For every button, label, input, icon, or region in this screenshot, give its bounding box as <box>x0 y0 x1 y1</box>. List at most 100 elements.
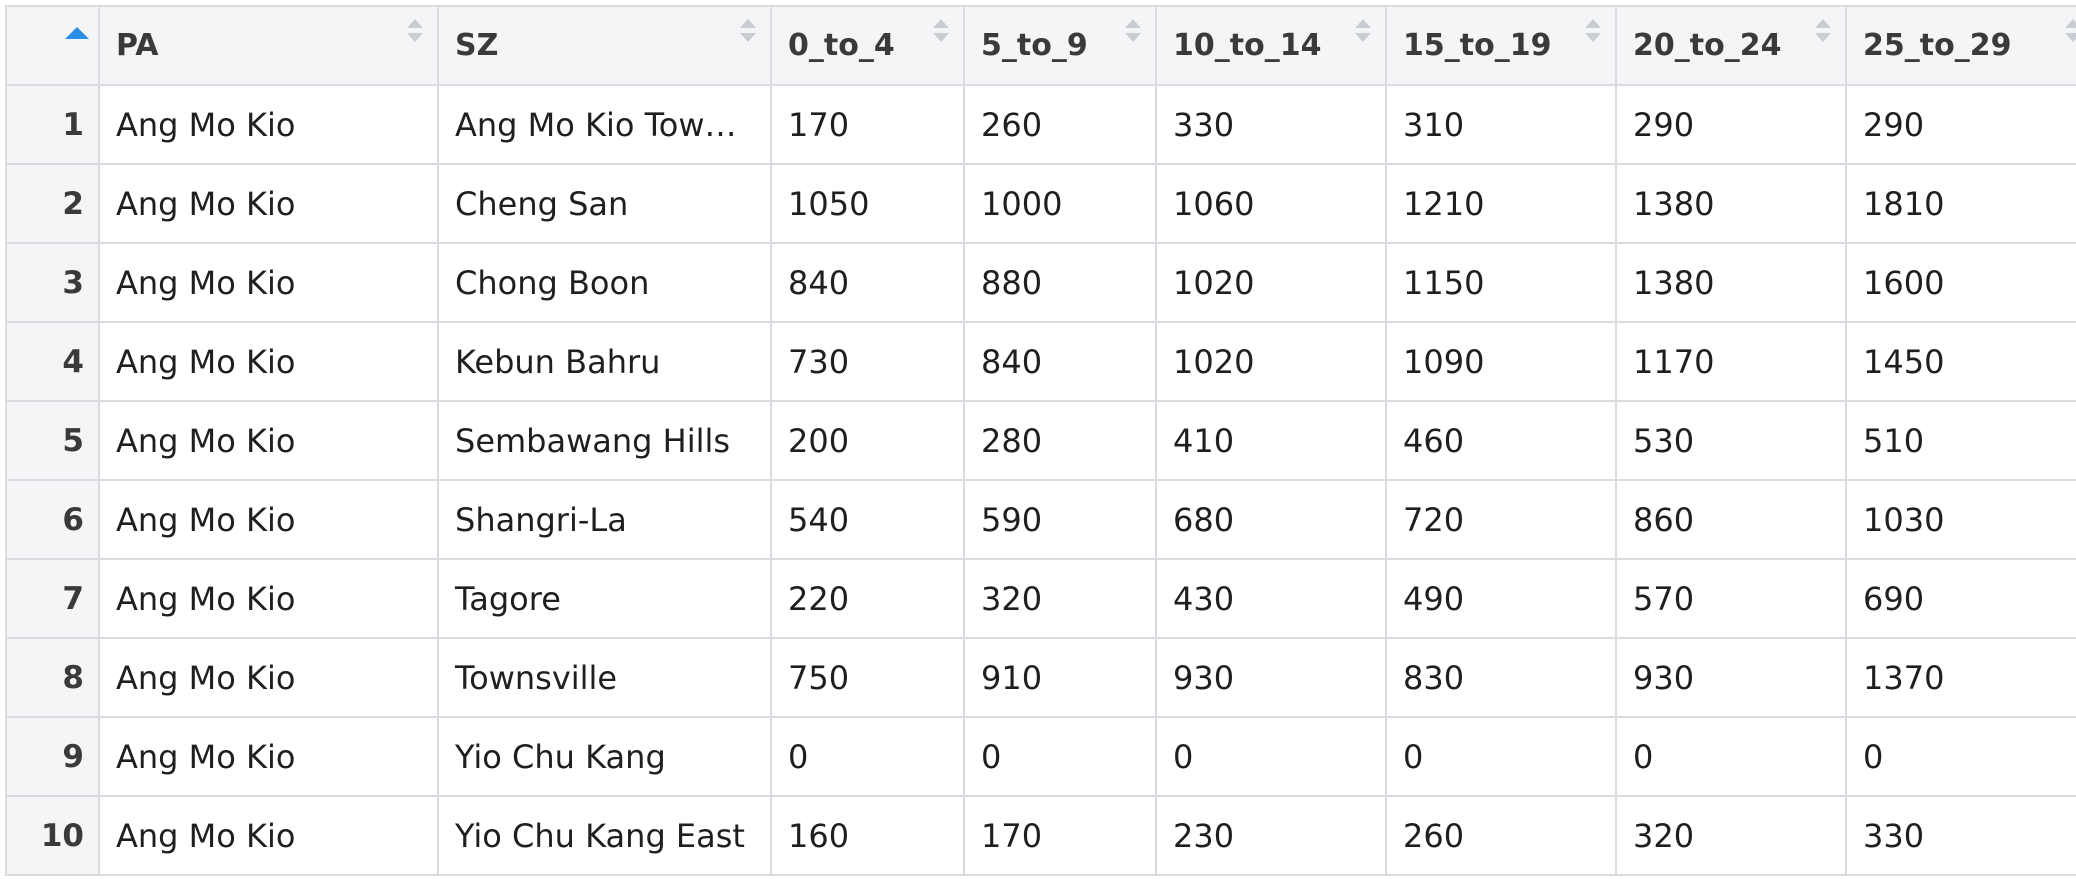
table-cell: 690 <box>1845 558 2076 639</box>
column-header-25-to-29[interactable]: 25_to_29 <box>1845 5 2076 86</box>
table-cell: Yio Chu Kang East <box>437 795 772 876</box>
table-cell: Ang Mo Kio <box>98 716 439 797</box>
column-header-label: 20_to_24 <box>1633 28 1782 63</box>
sort-arrows-icon <box>1815 19 1831 53</box>
table-cell: 1060 <box>1155 163 1387 244</box>
table-cell: 910 <box>963 637 1157 718</box>
table-cell: 830 <box>1385 637 1617 718</box>
table-cell: 530 <box>1615 400 1847 481</box>
sort-arrows-icon <box>933 19 949 53</box>
table-row: 2 Ang Mo Kio Cheng San 1050 1000 1060 12… <box>5 163 2076 244</box>
table-cell: 230 <box>1155 795 1387 876</box>
table-row: 9 Ang Mo Kio Yio Chu Kang 0 0 0 0 0 0 <box>5 716 2076 797</box>
table-cell: 1090 <box>1385 321 1617 402</box>
column-header-label: 5_to_9 <box>981 28 1088 63</box>
column-header-0-to-4[interactable]: 0_to_4 <box>770 5 965 86</box>
table-cell: 1170 <box>1615 321 1847 402</box>
table-cell: 0 <box>1385 716 1617 797</box>
row-number: 1 <box>5 84 100 165</box>
table-row: 8 Ang Mo Kio Townsville 750 910 930 830 … <box>5 637 2076 718</box>
table-cell: 1380 <box>1615 163 1847 244</box>
sort-ascending-icon <box>65 27 89 39</box>
column-header-10-to-14[interactable]: 10_to_14 <box>1155 5 1387 86</box>
table-cell: 680 <box>1155 479 1387 560</box>
table-cell: Ang Mo Kio <box>98 479 439 560</box>
sort-arrows-icon <box>1585 19 1601 53</box>
table-cell: 320 <box>1615 795 1847 876</box>
table-row: 10 Ang Mo Kio Yio Chu Kang East 160 170 … <box>5 795 2076 876</box>
table-cell: Ang Mo Kio <box>98 795 439 876</box>
table-cell: Ang Mo Kio <box>98 163 439 244</box>
row-number: 4 <box>5 321 100 402</box>
table-row: 5 Ang Mo Kio Sembawang Hills 200 280 410… <box>5 400 2076 481</box>
column-header-label: SZ <box>455 28 499 63</box>
row-number: 6 <box>5 479 100 560</box>
table-cell: 1380 <box>1615 242 1847 323</box>
table-cell: 1600 <box>1845 242 2076 323</box>
table-cell: Sembawang Hills <box>437 400 772 481</box>
column-header-label: 15_to_19 <box>1403 28 1552 63</box>
column-header-15-to-19[interactable]: 15_to_19 <box>1385 5 1617 86</box>
table-cell: 590 <box>963 479 1157 560</box>
table-cell: 730 <box>770 321 965 402</box>
table-row: 6 Ang Mo Kio Shangri-La 540 590 680 720 … <box>5 479 2076 560</box>
table-cell: 0 <box>1155 716 1387 797</box>
table-cell: 570 <box>1615 558 1847 639</box>
table-cell: 320 <box>963 558 1157 639</box>
table-cell: Townsville <box>437 637 772 718</box>
table-row: 4 Ang Mo Kio Kebun Bahru 730 840 1020 10… <box>5 321 2076 402</box>
table-row: 7 Ang Mo Kio Tagore 220 320 430 490 570 … <box>5 558 2076 639</box>
table-cell: Ang Mo Kio Town ... <box>437 84 772 165</box>
table-cell: 160 <box>770 795 965 876</box>
table-cell: 220 <box>770 558 965 639</box>
table-cell: 1050 <box>770 163 965 244</box>
table-cell: 510 <box>1845 400 2076 481</box>
table-cell: Ang Mo Kio <box>98 400 439 481</box>
table-cell: 840 <box>770 242 965 323</box>
table-cell: 0 <box>770 716 965 797</box>
table-cell: 1150 <box>1385 242 1617 323</box>
table-cell: 930 <box>1155 637 1387 718</box>
table-cell: 0 <box>1615 716 1847 797</box>
table-cell: 750 <box>770 637 965 718</box>
row-number: 7 <box>5 558 100 639</box>
table-cell: 0 <box>1845 716 2076 797</box>
column-header-sz[interactable]: SZ <box>437 5 772 86</box>
table-cell: 200 <box>770 400 965 481</box>
table-cell: 330 <box>1155 84 1387 165</box>
table-cell: 280 <box>963 400 1157 481</box>
table-cell: 880 <box>963 242 1157 323</box>
row-number: 3 <box>5 242 100 323</box>
table-cell: 330 <box>1845 795 2076 876</box>
column-header-5-to-9[interactable]: 5_to_9 <box>963 5 1157 86</box>
column-header-20-to-24[interactable]: 20_to_24 <box>1615 5 1847 86</box>
column-header-label: 0_to_4 <box>788 28 895 63</box>
header-row: PA SZ 0_to_4 5_to_9 10_to_14 <box>5 5 2076 86</box>
table-cell: 1810 <box>1845 163 2076 244</box>
table-cell: Shangri-La <box>437 479 772 560</box>
table-cell: Ang Mo Kio <box>98 242 439 323</box>
row-number: 2 <box>5 163 100 244</box>
table-cell: 430 <box>1155 558 1387 639</box>
table-cell: 1450 <box>1845 321 2076 402</box>
sort-arrows-icon <box>2065 19 2076 53</box>
table-cell: 260 <box>963 84 1157 165</box>
row-number: 8 <box>5 637 100 718</box>
table-cell: Chong Boon <box>437 242 772 323</box>
table-cell: Kebun Bahru <box>437 321 772 402</box>
table-cell: 260 <box>1385 795 1617 876</box>
table-cell: 1020 <box>1155 242 1387 323</box>
table-cell: Ang Mo Kio <box>98 637 439 718</box>
table-cell: Cheng San <box>437 163 772 244</box>
row-number-header[interactable] <box>5 5 100 86</box>
row-number: 5 <box>5 400 100 481</box>
table-cell: 490 <box>1385 558 1617 639</box>
table-cell: Ang Mo Kio <box>98 321 439 402</box>
column-header-label: PA <box>116 28 159 63</box>
column-header-pa[interactable]: PA <box>98 5 439 86</box>
table-cell: 1030 <box>1845 479 2076 560</box>
table-cell: 310 <box>1385 84 1617 165</box>
table-cell: 290 <box>1845 84 2076 165</box>
table-cell: 1020 <box>1155 321 1387 402</box>
table-cell: Yio Chu Kang <box>437 716 772 797</box>
